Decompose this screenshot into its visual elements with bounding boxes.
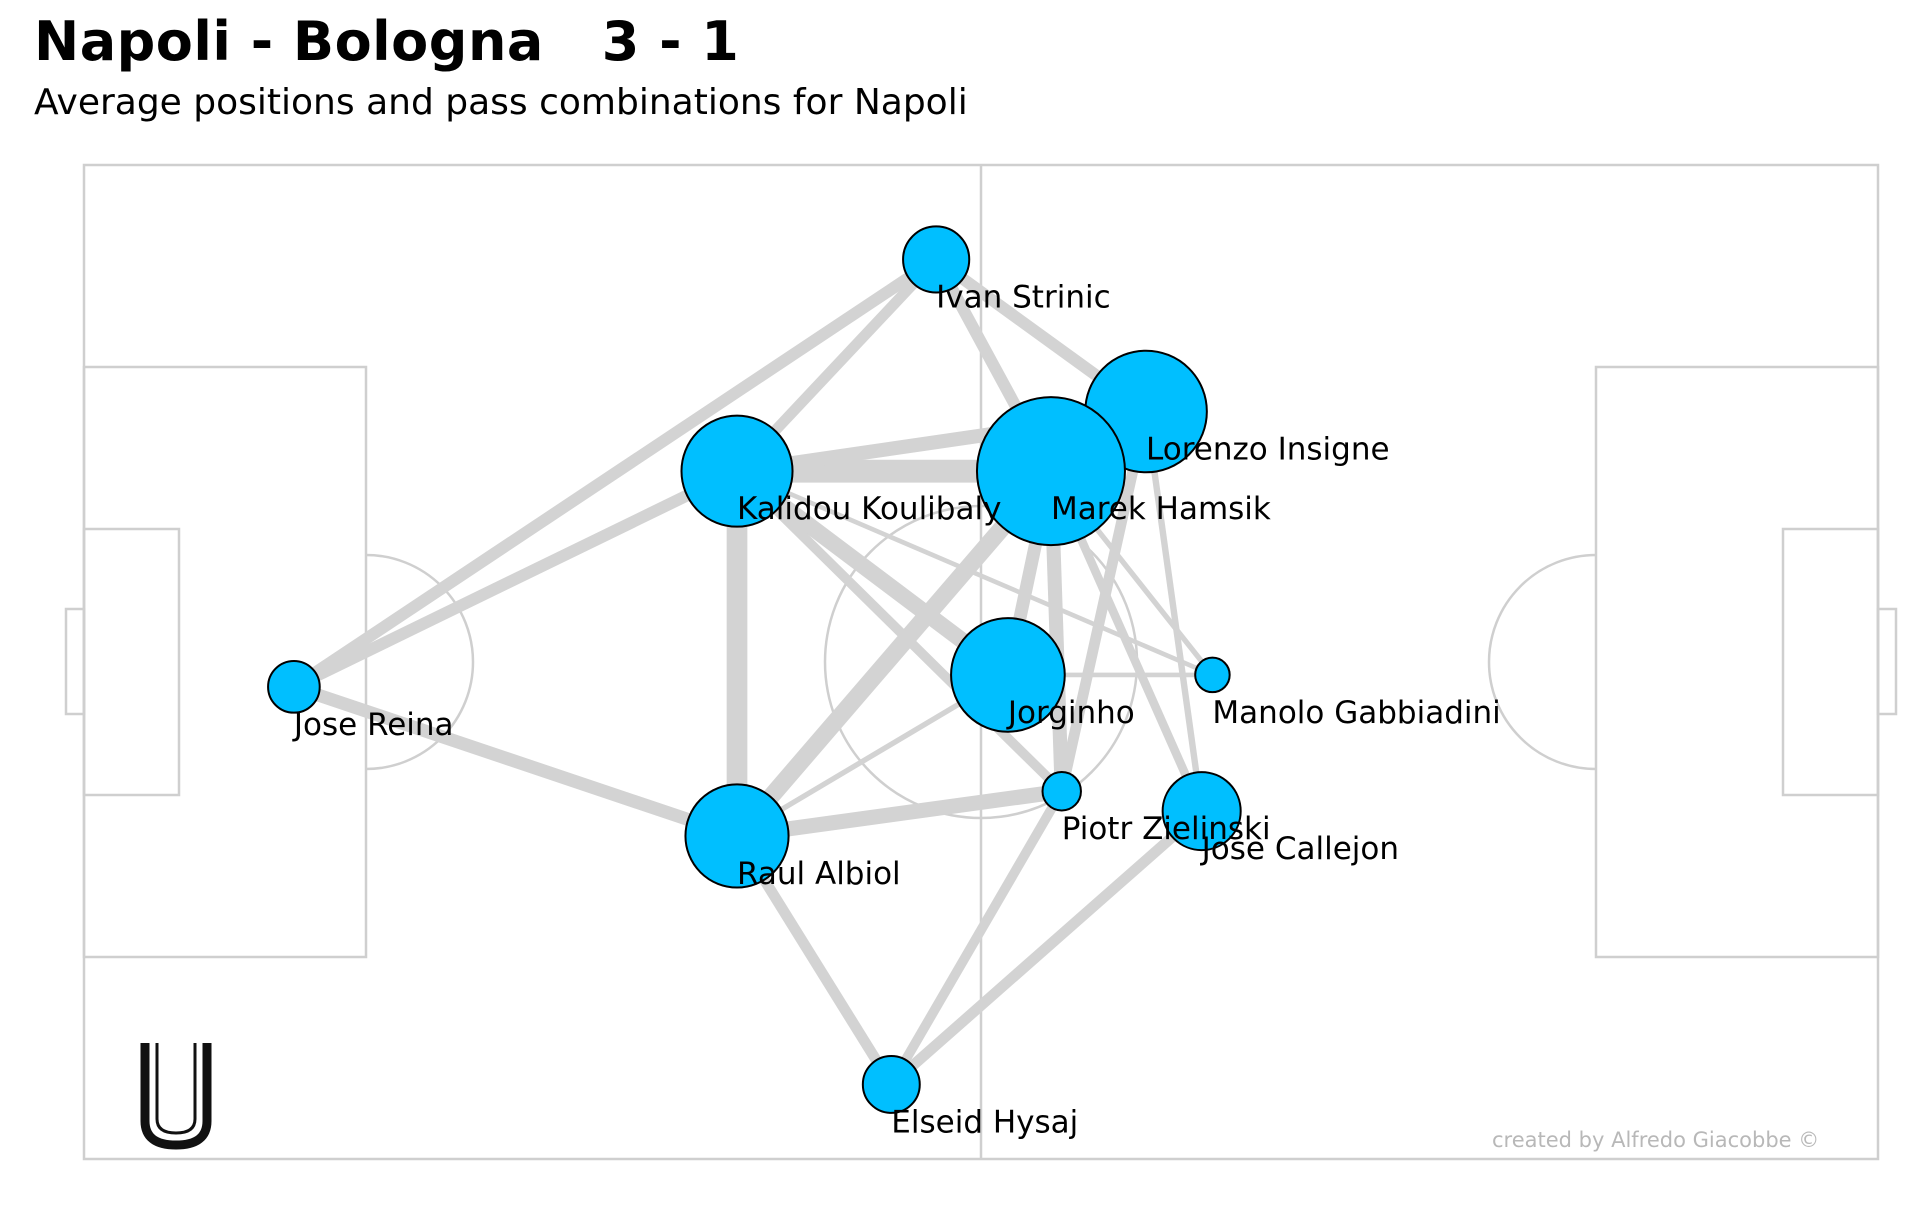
right-penalty-arc xyxy=(1487,553,1597,771)
player-label-jose-reina: Jose Reina xyxy=(292,707,454,743)
player-node-raul-albiol xyxy=(684,783,790,889)
player-label-ivan-strinic: Ivan Strinic xyxy=(936,279,1110,315)
left-penalty-arc xyxy=(365,553,475,771)
pass-link-lorenzo-insigne-to-jose-callejon xyxy=(1142,411,1205,812)
pass-link-piotr-zielinski-to-elseid-hysaj xyxy=(887,788,1066,1087)
player-label-jorginho: Jorginho xyxy=(1006,695,1135,731)
right-goal-area xyxy=(1781,527,1880,797)
player-node-marek-hamsik xyxy=(975,396,1126,547)
pass-link-raul-albiol-to-piotr-zielinski xyxy=(735,783,1063,844)
player-label-manolo-gabbiadini: Manolo Gabbiadini xyxy=(1212,695,1500,731)
right-penalty-area xyxy=(1594,365,1880,959)
pass-link-jose-callejon-to-elseid-hysaj xyxy=(887,807,1206,1089)
player-labels: Ivan Strinic Lorenzo Insigne Kalidou Kouli… xyxy=(292,279,1501,1140)
u-logo-icon xyxy=(140,1043,212,1150)
player-label-jose-callejon: Jose Callejon xyxy=(1200,831,1399,867)
player-node-manolo-gabbiadini xyxy=(1194,656,1231,694)
pass-link-kalidou-koulibaly-to-jose-reina xyxy=(291,465,740,693)
pass-link-jose-reina-to-ivan-strinic xyxy=(290,254,940,692)
right-goal xyxy=(1876,607,1898,716)
player-label-piotr-zielinski: Piotr Zielinski xyxy=(1062,811,1271,847)
left-goal-area xyxy=(82,527,181,797)
pass-links xyxy=(290,254,1215,1089)
chart-subtitle: Average positions and pass combinations … xyxy=(34,82,968,123)
pass-link-lorenzo-insigne-to-piotr-zielinski xyxy=(1056,410,1152,793)
player-node-jose-callejon xyxy=(1161,771,1242,852)
player-label-lorenzo-insigne: Lorenzo Insigne xyxy=(1146,432,1390,468)
pass-link-raul-albiol-to-marek-hamsik xyxy=(730,465,1058,842)
player-node-elseid-hysaj xyxy=(861,1054,921,1114)
player-node-jose-reina xyxy=(267,660,321,714)
player-node-piotr-zielinski xyxy=(1041,771,1082,812)
player-label-elseid-hysaj: Elseid Hysaj xyxy=(891,1104,1078,1140)
player-nodes xyxy=(267,225,1242,1114)
player-label-marek-hamsik: Marek Hamsik xyxy=(1051,491,1271,527)
credit-text: created by Alfredo Giacobbe © xyxy=(1492,1128,1819,1152)
left-goal xyxy=(64,607,86,716)
player-label-kalidou-koulibaly: Kalidou Koulibaly xyxy=(737,491,1001,527)
chart-title: Napoli - Bologna 3 - 1 xyxy=(34,10,740,73)
player-node-jorginho xyxy=(950,617,1066,733)
player-node-ivan-strinic xyxy=(902,225,971,294)
pass-link-kalidou-koulibaly-to-piotr-zielinski xyxy=(733,467,1066,795)
player-node-kalidou-koulibaly xyxy=(680,414,794,528)
player-label-raul-albiol: Raul Albiol xyxy=(737,856,901,892)
pass-link-raul-albiol-to-jose-reina xyxy=(291,680,740,843)
